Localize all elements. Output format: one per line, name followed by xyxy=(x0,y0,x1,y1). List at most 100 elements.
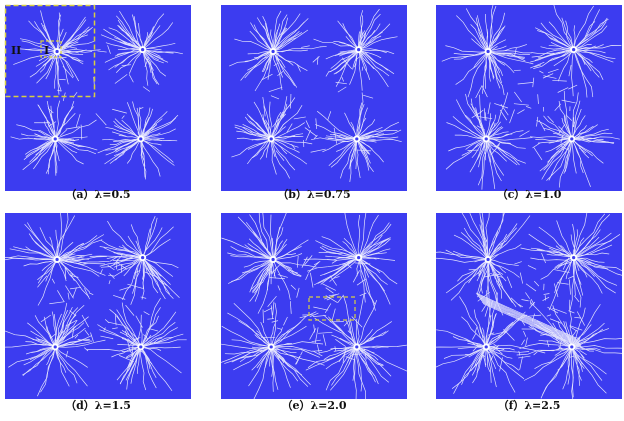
crack xyxy=(499,109,508,121)
crack xyxy=(138,107,143,139)
crack xyxy=(485,311,526,348)
crack xyxy=(56,40,95,52)
crack xyxy=(304,127,318,137)
crack xyxy=(140,346,182,374)
crack xyxy=(342,23,359,50)
crack xyxy=(119,331,142,348)
crack xyxy=(324,293,340,300)
crack xyxy=(355,318,358,347)
crack xyxy=(356,294,365,347)
crack xyxy=(137,325,142,341)
crack xyxy=(535,27,574,50)
crack xyxy=(277,274,288,278)
crack xyxy=(272,29,309,52)
crack xyxy=(461,316,487,348)
crack xyxy=(263,105,266,117)
crack xyxy=(54,346,88,368)
crack xyxy=(8,255,58,260)
crack xyxy=(37,259,58,306)
panel xyxy=(218,202,408,404)
crack xyxy=(32,339,56,348)
crack xyxy=(140,118,163,140)
crack xyxy=(270,138,296,171)
crack xyxy=(128,74,134,83)
crack xyxy=(342,347,347,363)
crack xyxy=(333,323,341,332)
hole-center xyxy=(141,256,145,260)
crack xyxy=(325,70,330,77)
hole-center xyxy=(139,137,143,141)
crack xyxy=(113,257,143,268)
crack xyxy=(2,257,58,261)
crack xyxy=(450,259,489,301)
crack xyxy=(88,292,94,295)
crack xyxy=(541,138,573,180)
crack xyxy=(487,211,506,260)
crack xyxy=(245,222,274,260)
crack xyxy=(107,265,115,271)
crack xyxy=(547,68,559,74)
region-label: I xyxy=(44,44,49,57)
panel: II I xyxy=(4,4,191,191)
crack xyxy=(56,28,92,52)
crack xyxy=(571,138,615,145)
crack xyxy=(327,111,332,120)
crack xyxy=(484,108,486,121)
crack xyxy=(495,141,501,148)
crack xyxy=(131,344,134,359)
crack xyxy=(358,238,390,258)
crack xyxy=(325,295,338,303)
crack xyxy=(573,257,582,308)
crack xyxy=(121,119,142,140)
hole-center xyxy=(55,257,59,262)
crack xyxy=(231,259,274,282)
crack xyxy=(312,350,323,357)
panel xyxy=(428,201,624,403)
crack xyxy=(487,102,491,115)
crack xyxy=(126,138,142,164)
crack xyxy=(343,319,350,327)
crack xyxy=(109,256,118,262)
crack xyxy=(140,138,162,146)
crack xyxy=(358,257,388,285)
crack xyxy=(87,346,141,352)
crack xyxy=(347,330,353,335)
crack xyxy=(109,138,142,164)
crack xyxy=(103,327,106,332)
crack xyxy=(573,49,614,63)
crack xyxy=(132,101,142,139)
crack xyxy=(142,257,171,285)
crack xyxy=(573,25,576,50)
crack xyxy=(569,299,574,347)
crack xyxy=(43,316,56,348)
crack xyxy=(123,257,143,277)
crack xyxy=(252,259,274,294)
crack xyxy=(315,118,318,129)
crack xyxy=(480,207,489,260)
hole-center xyxy=(357,256,361,260)
crack xyxy=(133,267,138,280)
simulation-image xyxy=(436,5,622,191)
crack xyxy=(62,65,74,79)
crack xyxy=(487,332,495,336)
crack xyxy=(358,49,371,81)
crack xyxy=(480,286,483,294)
crack xyxy=(119,10,143,50)
crack xyxy=(57,89,62,92)
crack xyxy=(543,115,573,140)
crack xyxy=(533,49,574,69)
crack xyxy=(487,227,517,260)
crack xyxy=(56,241,74,260)
crack xyxy=(130,224,143,258)
crack xyxy=(568,64,572,77)
crack xyxy=(490,355,494,361)
crack xyxy=(571,346,607,394)
crack xyxy=(276,327,282,330)
crack xyxy=(573,49,600,78)
crack xyxy=(527,265,537,270)
crack xyxy=(75,113,81,128)
crack xyxy=(358,257,370,278)
crack xyxy=(23,138,56,160)
crack xyxy=(56,205,63,260)
